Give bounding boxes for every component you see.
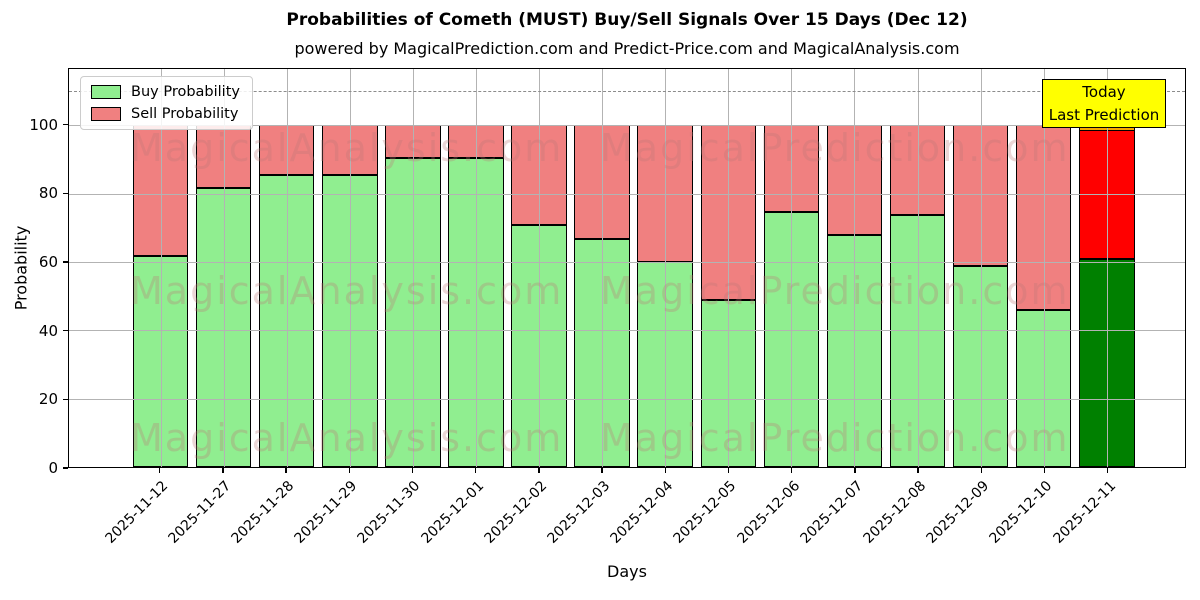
v-gridline <box>1106 69 1108 467</box>
sell-segment <box>132 125 189 256</box>
x-tick-mark <box>222 468 224 473</box>
x-tick-mark <box>917 468 919 473</box>
buy-segment <box>1079 258 1135 467</box>
x-tick-mark <box>1106 468 1109 473</box>
v-gridline <box>475 69 477 467</box>
buy-segment <box>511 225 567 467</box>
legend-label-sell: Sell Probability <box>131 106 239 122</box>
v-gridline <box>539 69 541 467</box>
y-tick-label: 60 <box>38 252 58 271</box>
x-tick-mark <box>790 468 793 473</box>
y-tick-label: 80 <box>38 184 58 203</box>
x-tick-mark <box>727 468 730 473</box>
h-gridline <box>69 193 1185 195</box>
v-gridline <box>728 69 730 467</box>
buy-segment <box>637 262 693 467</box>
v-gridline <box>980 69 982 467</box>
v-gridline <box>665 69 667 467</box>
buy-segment <box>826 235 883 467</box>
bar-2025-11-30 <box>385 125 441 467</box>
v-gridline <box>349 69 351 467</box>
x-tick-mark <box>854 468 856 473</box>
v-gridline <box>791 69 793 467</box>
y-tick-label: 40 <box>38 321 58 340</box>
v-gridline <box>160 69 162 467</box>
sell-segment <box>385 125 441 158</box>
y-tick-label: 20 <box>38 390 58 409</box>
buy-segment <box>763 211 820 467</box>
y-tick-label: 100 <box>29 115 58 134</box>
sell-segment <box>826 125 883 236</box>
v-gridline <box>1043 69 1045 467</box>
x-tick-mark <box>538 468 540 473</box>
bar-2025-12-02 <box>511 125 567 467</box>
legend-item-buy: Buy Probability <box>91 84 240 100</box>
bar-2025-11-29 <box>322 125 378 467</box>
dashed-threshold-line <box>69 91 1185 93</box>
buy-segment <box>322 174 378 467</box>
x-tick-mark <box>411 468 414 473</box>
v-gridline <box>286 69 288 467</box>
legend-label-buy: Buy Probability <box>131 84 240 100</box>
sell-segment <box>195 125 252 189</box>
sell-segment <box>889 125 946 216</box>
bar-2025-11-27 <box>195 125 252 467</box>
buy-segment <box>385 157 441 467</box>
v-gridline <box>412 69 414 467</box>
bar-2025-12-08 <box>889 125 946 467</box>
sell-swatch-icon <box>91 107 121 121</box>
chart-title: Probabilities of Cometh (MUST) Buy/Sell … <box>286 10 968 30</box>
v-gridline <box>223 69 225 467</box>
v-gridline <box>602 69 604 467</box>
buy-segment <box>952 265 1009 467</box>
chart-subtitle: powered by MagicalPrediction.com and Pre… <box>294 39 960 58</box>
v-gridline <box>917 69 919 467</box>
buy-segment <box>700 299 757 467</box>
today-annotation-box: Today Last Prediction <box>1042 79 1166 128</box>
buy-segment <box>132 255 189 467</box>
x-tick-mark <box>601 468 603 473</box>
y-tick-label: 0 <box>48 459 58 477</box>
h-gridline <box>69 125 1185 127</box>
h-gridline <box>69 262 1185 264</box>
y-tick-mark <box>63 329 68 332</box>
annotation-line2: Last Prediction <box>1048 105 1160 124</box>
annotation-line1: Today <box>1082 83 1126 101</box>
bar-2025-11-12 <box>132 125 189 467</box>
legend: Buy Probability Sell Probability <box>80 76 253 130</box>
x-tick-mark <box>980 468 983 473</box>
y-tick-mark <box>63 192 68 195</box>
y-tick-mark <box>63 467 68 469</box>
x-tick-mark <box>664 468 667 473</box>
buy-segment <box>195 188 252 467</box>
bar-2025-12-05 <box>700 125 757 467</box>
buy-swatch-icon <box>91 85 121 99</box>
buy-segment <box>889 215 946 467</box>
sell-segment <box>511 125 567 226</box>
sell-segment <box>700 125 757 300</box>
sell-segment <box>322 125 378 175</box>
buy-segment <box>1015 309 1072 467</box>
v-gridline <box>854 69 856 467</box>
legend-item-sell: Sell Probability <box>91 106 240 122</box>
y-tick-mark <box>63 261 68 263</box>
x-tick-mark <box>1043 468 1046 473</box>
x-tick-mark <box>285 468 287 473</box>
x-tick-mark <box>474 468 477 473</box>
bar-2025-12-07 <box>826 125 883 467</box>
x-tick-mark <box>348 468 351 473</box>
y-tick-mark <box>63 123 68 126</box>
bar-2025-12-01 <box>448 125 504 467</box>
bar-2025-12-09 <box>952 125 1009 467</box>
x-axis-label: Days <box>607 562 647 581</box>
x-tick-label: 2025-11-12 <box>102 478 172 547</box>
buy-segment <box>448 157 504 467</box>
h-gridline <box>69 330 1185 332</box>
h-gridline <box>69 398 1185 400</box>
x-tick-mark <box>158 468 161 473</box>
y-tick-mark <box>63 398 68 401</box>
